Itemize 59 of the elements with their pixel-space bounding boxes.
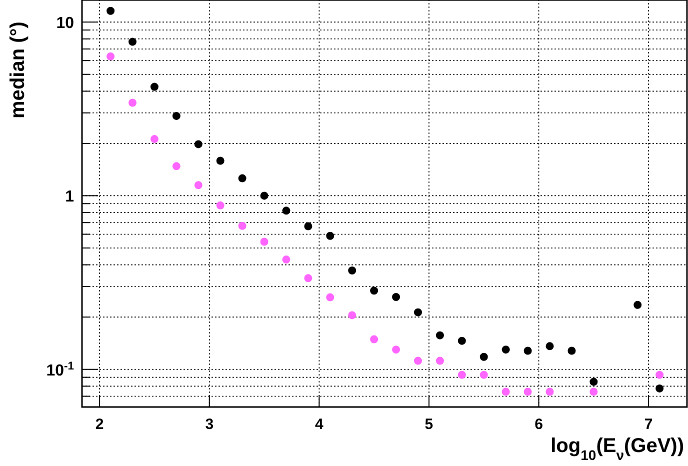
point xyxy=(282,256,290,264)
x-tick-label: 5 xyxy=(424,416,434,433)
point xyxy=(260,238,268,246)
point xyxy=(216,201,224,210)
point xyxy=(656,370,664,379)
point xyxy=(348,311,356,320)
point xyxy=(392,293,400,302)
point xyxy=(656,384,664,392)
point xyxy=(546,388,554,396)
point xyxy=(282,206,290,215)
point xyxy=(458,336,466,345)
point xyxy=(216,156,224,165)
point xyxy=(524,388,532,396)
point xyxy=(238,222,246,230)
y-axis-title: median (°) xyxy=(7,22,29,118)
point xyxy=(502,346,510,354)
point xyxy=(414,308,422,316)
point xyxy=(194,140,202,148)
point xyxy=(436,331,444,340)
point xyxy=(502,388,510,396)
point xyxy=(370,335,378,344)
point xyxy=(260,192,268,200)
point xyxy=(480,352,488,361)
point xyxy=(238,174,246,182)
point xyxy=(546,342,554,350)
point xyxy=(480,370,488,379)
point xyxy=(106,52,115,60)
x-tick-label: 7 xyxy=(644,416,653,433)
x-tick-label: 3 xyxy=(205,416,214,433)
point xyxy=(568,346,576,355)
x-tick-label: 6 xyxy=(534,416,543,433)
x-tick-label: 2 xyxy=(95,416,104,433)
point xyxy=(128,98,137,107)
point xyxy=(304,222,312,230)
point xyxy=(414,356,422,365)
point xyxy=(590,378,598,386)
point xyxy=(634,300,642,309)
point xyxy=(458,370,466,379)
point xyxy=(106,6,115,15)
point xyxy=(370,286,378,295)
point xyxy=(128,38,137,46)
point xyxy=(150,82,158,91)
point xyxy=(172,162,180,170)
point xyxy=(348,266,356,274)
point xyxy=(172,112,180,120)
y-tick-label: 1 xyxy=(65,188,74,206)
x-tick-label: 4 xyxy=(314,416,324,433)
point xyxy=(436,356,444,365)
point xyxy=(392,346,400,354)
point xyxy=(304,274,312,282)
y-tick-label: 10$^{-1}$ xyxy=(46,360,74,380)
y-tick-label: 10 xyxy=(56,15,74,32)
point xyxy=(326,293,334,302)
point xyxy=(590,388,598,396)
point xyxy=(524,346,532,355)
point xyxy=(194,181,202,190)
x-axis-title: log$_{10}$(E$_{ν}$(GeV)) xyxy=(550,435,684,463)
point xyxy=(326,232,334,240)
point xyxy=(150,135,158,144)
